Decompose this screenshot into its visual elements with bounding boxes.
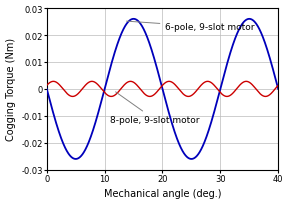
Y-axis label: Cogging Torque (Nm): Cogging Torque (Nm) — [5, 38, 16, 141]
Text: 6-pole, 9-slot motor: 6-pole, 9-slot motor — [127, 22, 255, 32]
X-axis label: Mechanical angle (deg.): Mechanical angle (deg.) — [104, 188, 221, 198]
Text: 8-pole, 9-slot motor: 8-pole, 9-slot motor — [110, 92, 200, 125]
